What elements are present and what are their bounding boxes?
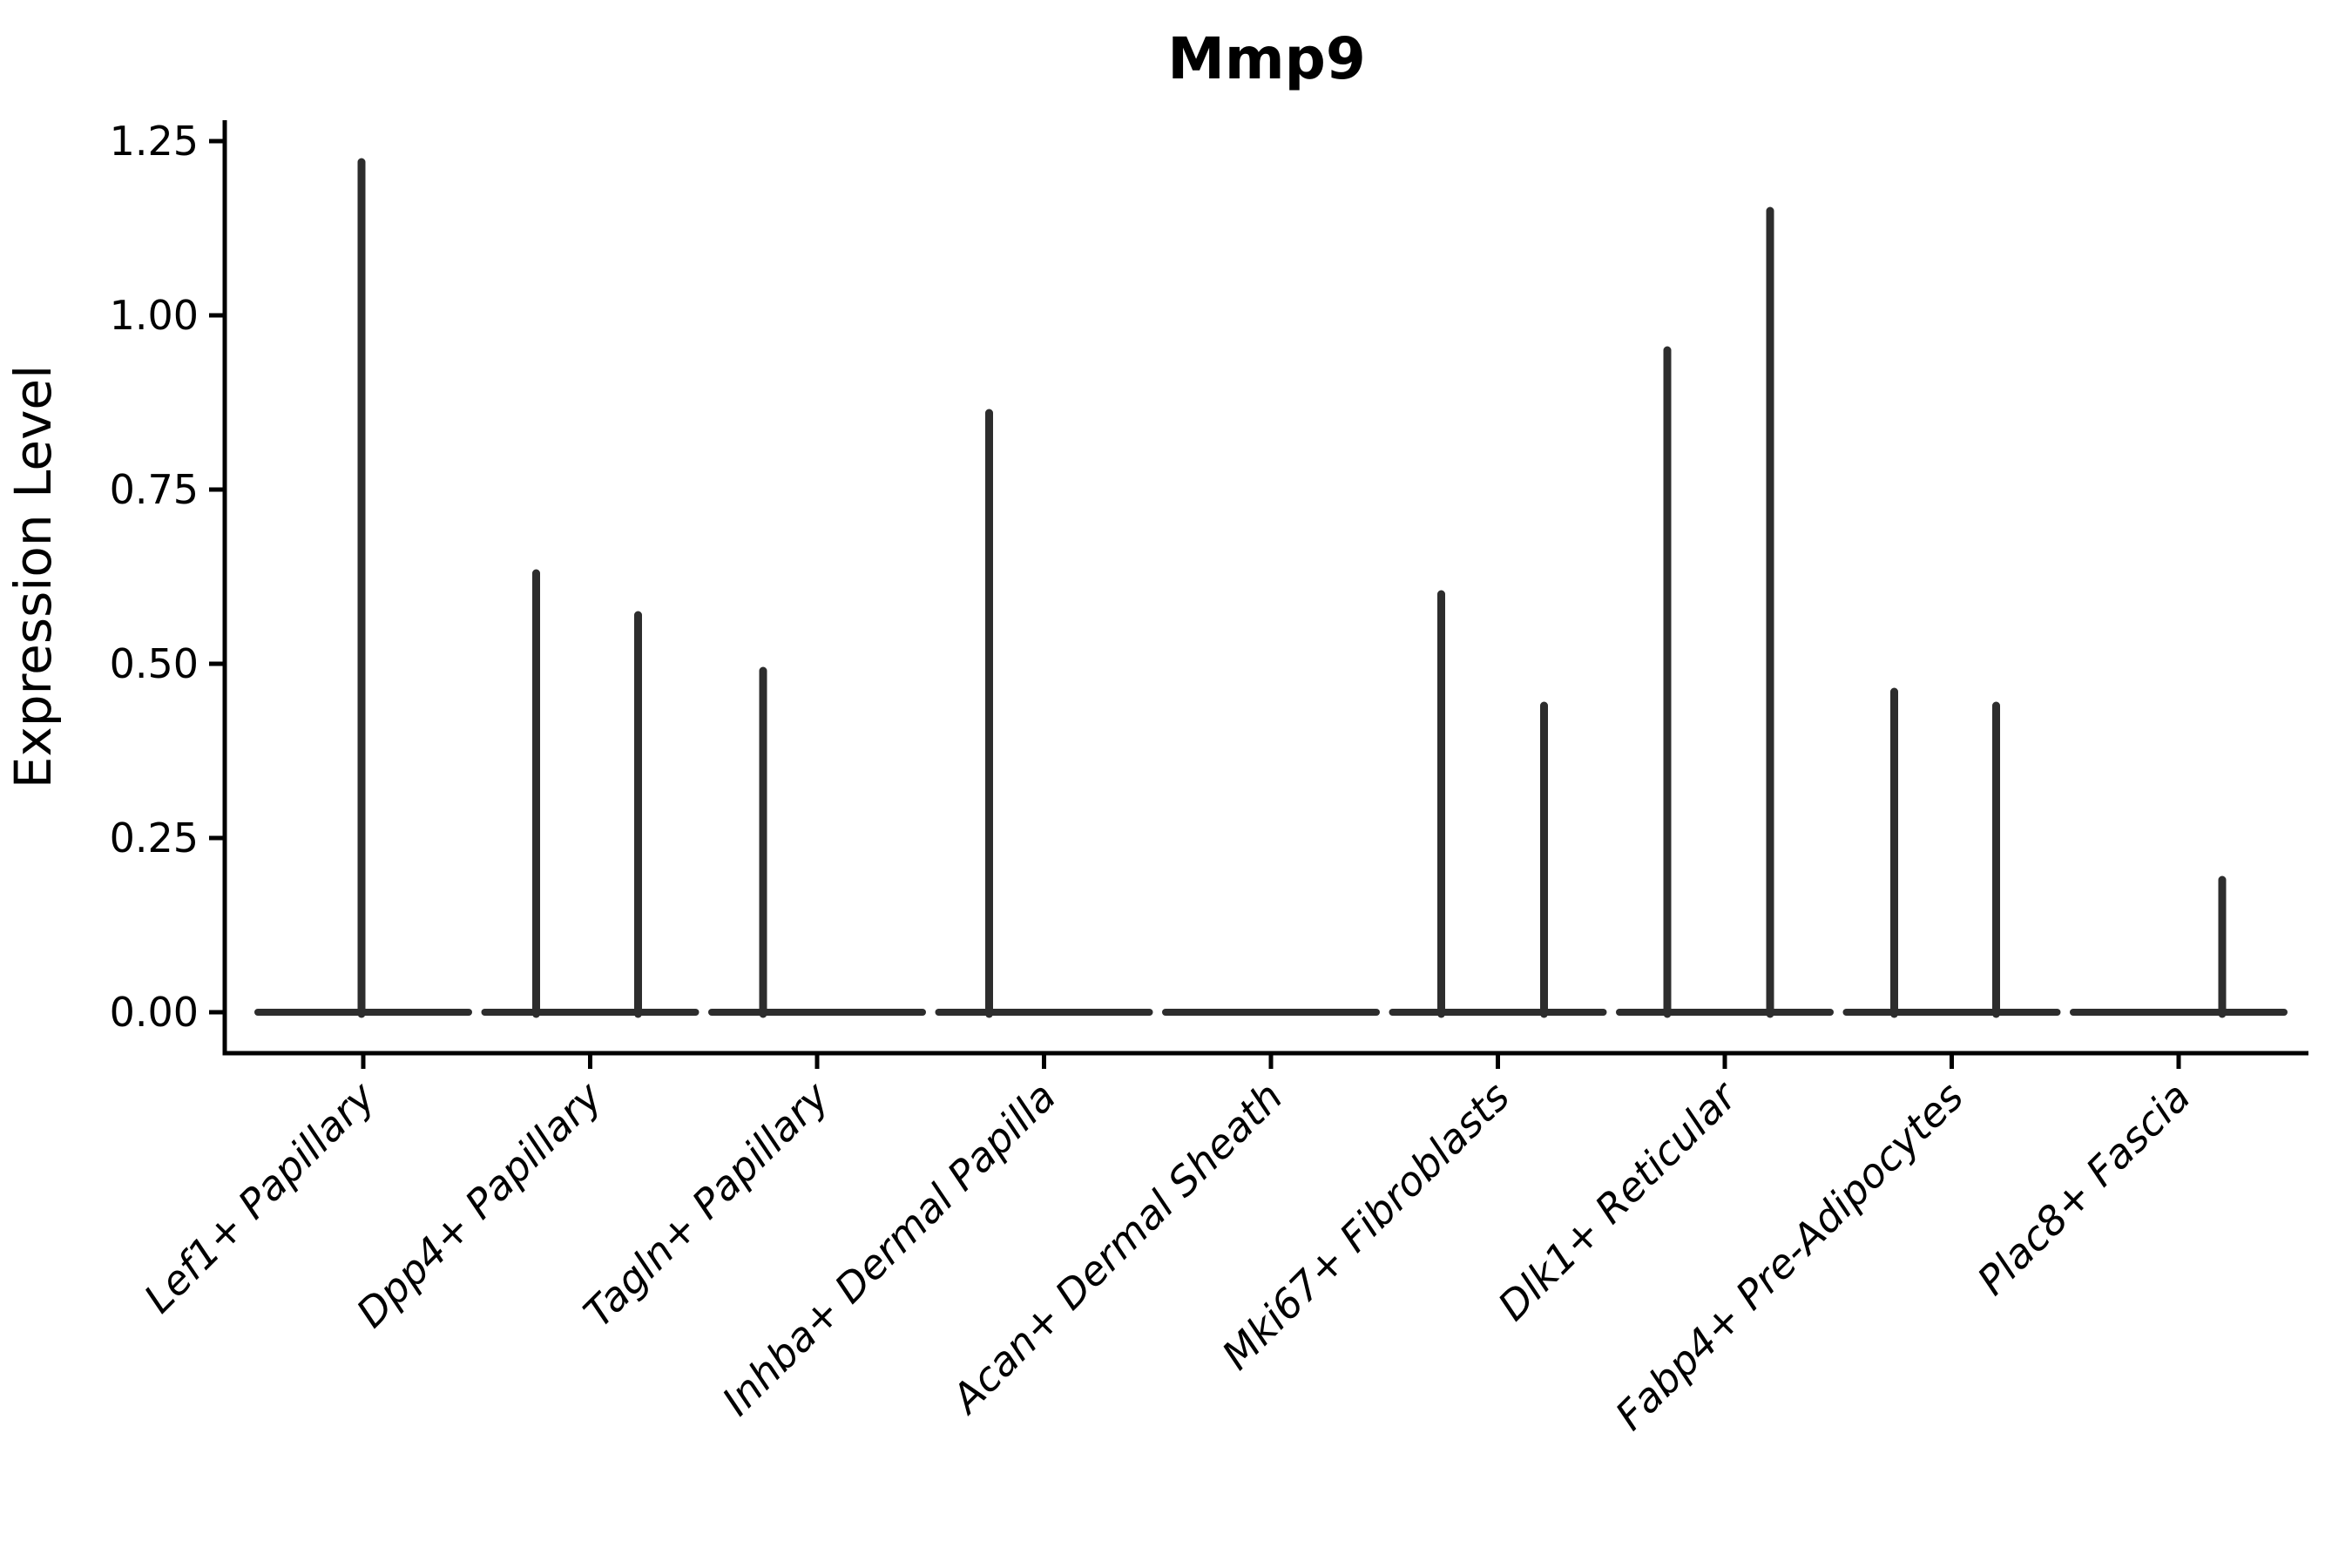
y-tick-label: 1.00 bbox=[110, 292, 199, 339]
violin-layer bbox=[254, 158, 2288, 1018]
y-tick-label: 0.50 bbox=[110, 640, 199, 687]
chart-title: Mmp9 bbox=[1167, 25, 1366, 92]
y-tick-label: 0.75 bbox=[110, 466, 199, 513]
x-tick-label: Plac8+ Fascia bbox=[1968, 1073, 2199, 1304]
violin-9 bbox=[2070, 875, 2288, 1018]
violin-1 bbox=[254, 158, 472, 1018]
violin-6 bbox=[1389, 590, 1607, 1018]
x-tick-label: Tagln+ Papillary bbox=[574, 1072, 838, 1336]
x-tick-label: Lef1+ Papillary bbox=[135, 1072, 384, 1321]
y-tick-label: 0.25 bbox=[110, 814, 199, 862]
x-tick-label: Dpp4+ Papillary bbox=[348, 1072, 612, 1336]
y-axis-label: Expression Level bbox=[3, 365, 63, 788]
y-tick-label: 0.00 bbox=[110, 989, 199, 1036]
violin-8 bbox=[1842, 687, 2061, 1018]
violin-3 bbox=[708, 666, 926, 1018]
x-tick-label: Dlk1+ Reticular bbox=[1489, 1071, 1747, 1329]
violin-7 bbox=[1616, 206, 1834, 1018]
y-tick-label: 1.25 bbox=[110, 118, 199, 165]
violin-2 bbox=[481, 569, 700, 1018]
violin-4 bbox=[935, 409, 1153, 1018]
